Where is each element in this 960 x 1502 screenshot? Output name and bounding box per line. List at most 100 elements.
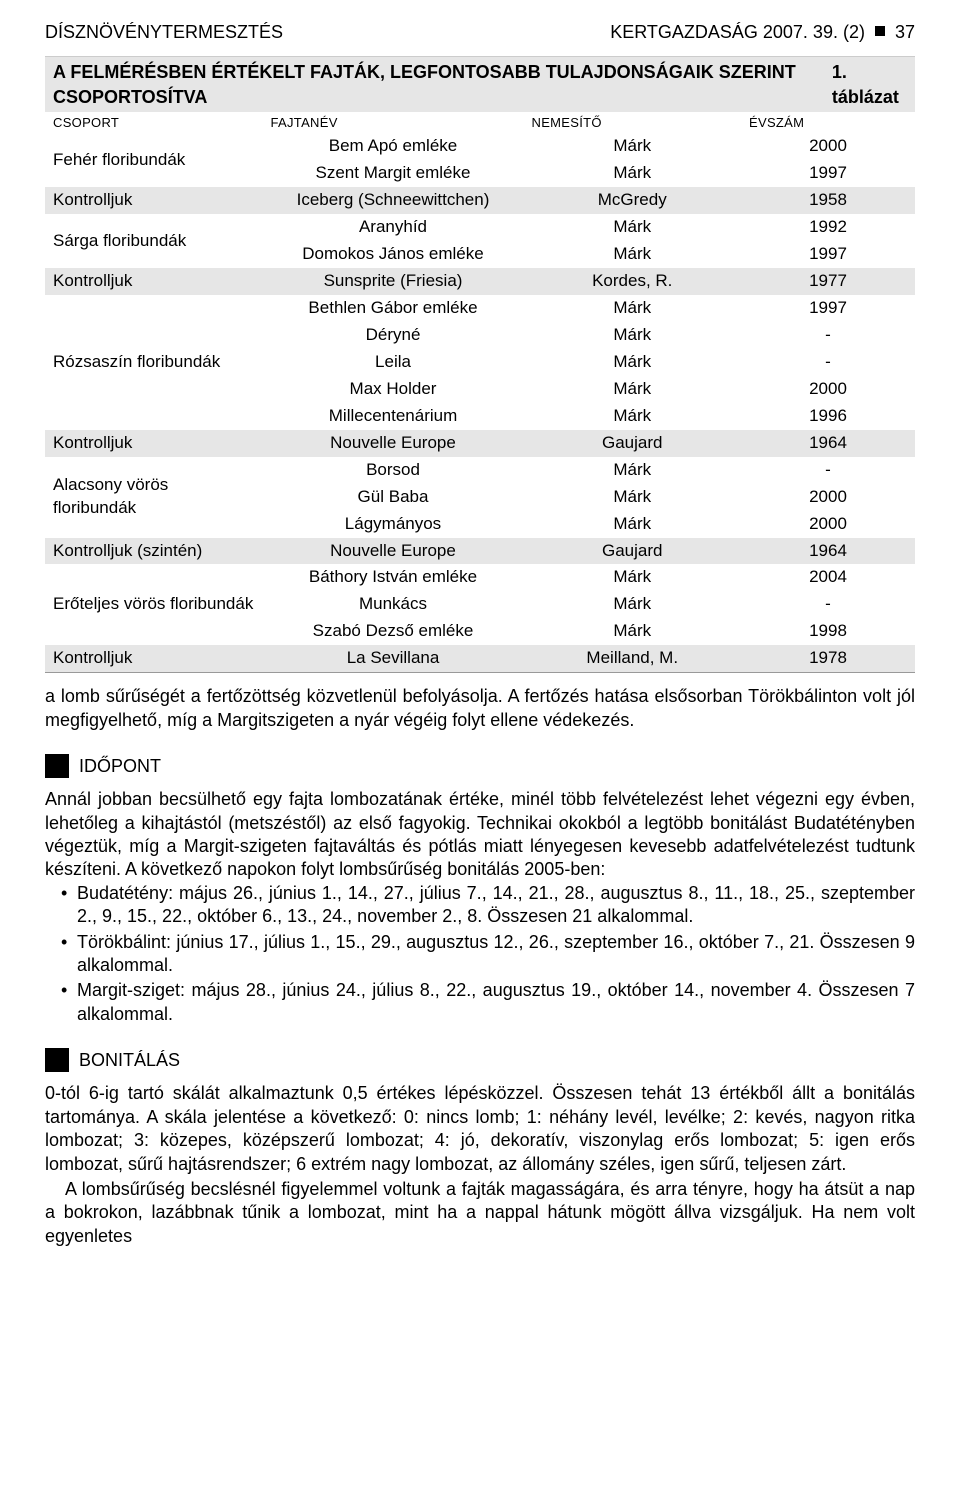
list-item: Törökbálint: június 17., július 1., 15.,… [77, 931, 915, 978]
table-row: KontrolljukLa SevillanaMeilland, M.1978 [45, 645, 915, 672]
cell-year: 1992 [741, 214, 915, 241]
section-idopont-title: IDŐPONT [79, 754, 161, 778]
cell-group: Sárga floribundák [45, 214, 263, 268]
cell-breeder: McGredy [524, 187, 742, 214]
cell-group: Erőteljes vörös floribundák [45, 564, 263, 645]
cell-group: Kontrolljuk [45, 187, 263, 214]
bonitalas-para1: 0-tól 6-ig tartó skálát alkalmaztunk 0,5… [45, 1082, 915, 1176]
col-csoport: CSOPORT [45, 112, 263, 134]
cell-year: 2004 [741, 564, 915, 591]
cell-year: 1977 [741, 268, 915, 295]
cell-name: Gül Baba [263, 484, 524, 511]
table-row: KontrolljukIceberg (Schneewittchen)McGre… [45, 187, 915, 214]
cell-name: Szabó Dezső emléke [263, 618, 524, 645]
cell-year: 1998 [741, 618, 915, 645]
page-square-icon [875, 26, 885, 36]
cell-name: Max Holder [263, 376, 524, 403]
cell-year: - [741, 591, 915, 618]
cell-group: Kontrolljuk [45, 430, 263, 457]
idopont-para: Annál jobban becsülhető egy fajta lomboz… [45, 788, 915, 882]
cell-name: Báthory István emléke [263, 564, 524, 591]
cell-name: Bem Apó emléke [263, 133, 524, 160]
list-item: Budatétény: május 26., június 1., 14., 2… [77, 882, 915, 929]
section-bonitalas-header: BONITÁLÁS [45, 1048, 915, 1072]
col-fajtanev: FAJTANÉV [263, 112, 524, 134]
cell-name: Millecentenárium [263, 403, 524, 430]
table-row: Alacsony vörös floribundákBorsodMárk- [45, 457, 915, 484]
para-after-table: a lomb sűrűségét a fertőzöttség közvetle… [45, 685, 915, 732]
section-bonitalas-title: BONITÁLÁS [79, 1048, 180, 1072]
section-square-icon [45, 754, 69, 778]
cell-year: 2000 [741, 511, 915, 538]
cell-name: Borsod [263, 457, 524, 484]
cell-breeder: Márk [524, 511, 742, 538]
bonitalas-para2: A lombsűrűség becslésnél figyelemmel vol… [45, 1178, 915, 1248]
page-number: 37 [895, 20, 915, 44]
idopont-bullets: Budatétény: május 26., június 1., 14., 2… [45, 882, 915, 1026]
cell-year: 2000 [741, 133, 915, 160]
cell-year: 1978 [741, 645, 915, 672]
cell-year: - [741, 457, 915, 484]
cell-breeder: Márk [524, 591, 742, 618]
header-left: DÍSZNÖVÉNYTERMESZTÉS [45, 20, 283, 44]
col-nemesito: NEMESÍTŐ [524, 112, 742, 134]
cell-breeder: Márk [524, 349, 742, 376]
cell-breeder: Gaujard [524, 538, 742, 565]
table-row: Fehér floribundákBem Apó emlékeMárk2000 [45, 133, 915, 160]
cell-breeder: Márk [524, 376, 742, 403]
cell-breeder: Kordes, R. [524, 268, 742, 295]
cell-year: 1958 [741, 187, 915, 214]
cell-name: Munkács [263, 591, 524, 618]
cell-breeder: Márk [524, 618, 742, 645]
table-row: KontrolljukNouvelle EuropeGaujard1964 [45, 430, 915, 457]
cell-group: Kontrolljuk [45, 268, 263, 295]
cell-name: Nouvelle Europe [263, 538, 524, 565]
cell-year: 1997 [741, 295, 915, 322]
table-title-row: A FELMÉRÉSBEN ÉRTÉKELT FAJTÁK, LEGFONTOS… [45, 56, 915, 112]
table-row: KontrolljukSunsprite (Friesia)Kordes, R.… [45, 268, 915, 295]
header-right: KERTGAZDASÁG 2007. 39. (2) 37 [610, 20, 915, 44]
table-row: Kontrolljuk (szintén)Nouvelle EuropeGauj… [45, 538, 915, 565]
cell-year: 1996 [741, 403, 915, 430]
table-title: A FELMÉRÉSBEN ÉRTÉKELT FAJTÁK, LEGFONTOS… [53, 60, 832, 109]
cell-name: Szent Margit emléke [263, 160, 524, 187]
cell-breeder: Meilland, M. [524, 645, 742, 672]
cell-year: - [741, 322, 915, 349]
col-evszam: ÉVSZÁM [741, 112, 915, 134]
cell-breeder: Márk [524, 133, 742, 160]
cell-breeder: Márk [524, 295, 742, 322]
table-header-row: CSOPORT FAJTANÉV NEMESÍTŐ ÉVSZÁM [45, 112, 915, 134]
cell-name: Nouvelle Europe [263, 430, 524, 457]
cell-breeder: Gaujard [524, 430, 742, 457]
cell-name: Iceberg (Schneewittchen) [263, 187, 524, 214]
cell-name: Bethlen Gábor emléke [263, 295, 524, 322]
cell-year: - [741, 349, 915, 376]
cell-breeder: Márk [524, 564, 742, 591]
cell-name: Sunsprite (Friesia) [263, 268, 524, 295]
cell-breeder: Márk [524, 403, 742, 430]
cell-name: Lágymányos [263, 511, 524, 538]
cell-breeder: Márk [524, 241, 742, 268]
cell-year: 2000 [741, 484, 915, 511]
cell-name: Leila [263, 349, 524, 376]
table-number: 1. táblázat [832, 60, 907, 109]
cell-name: Domokos János emléke [263, 241, 524, 268]
cell-year: 1997 [741, 241, 915, 268]
varieties-table: CSOPORT FAJTANÉV NEMESÍTŐ ÉVSZÁM Fehér f… [45, 112, 915, 673]
cell-year: 2000 [741, 376, 915, 403]
section-square-icon [45, 1048, 69, 1072]
cell-name: Aranyhíd [263, 214, 524, 241]
cell-name: La Sevillana [263, 645, 524, 672]
section-idopont-header: IDŐPONT [45, 754, 915, 778]
cell-group: Kontrolljuk (szintén) [45, 538, 263, 565]
cell-group: Alacsony vörös floribundák [45, 457, 263, 538]
cell-breeder: Márk [524, 322, 742, 349]
cell-breeder: Márk [524, 457, 742, 484]
cell-group: Fehér floribundák [45, 133, 263, 187]
cell-name: Déryné [263, 322, 524, 349]
cell-group: Rózsaszín floribundák [45, 295, 263, 430]
cell-year: 1964 [741, 538, 915, 565]
cell-breeder: Márk [524, 214, 742, 241]
header-issue: KERTGAZDASÁG 2007. 39. (2) [610, 20, 865, 44]
cell-breeder: Márk [524, 160, 742, 187]
